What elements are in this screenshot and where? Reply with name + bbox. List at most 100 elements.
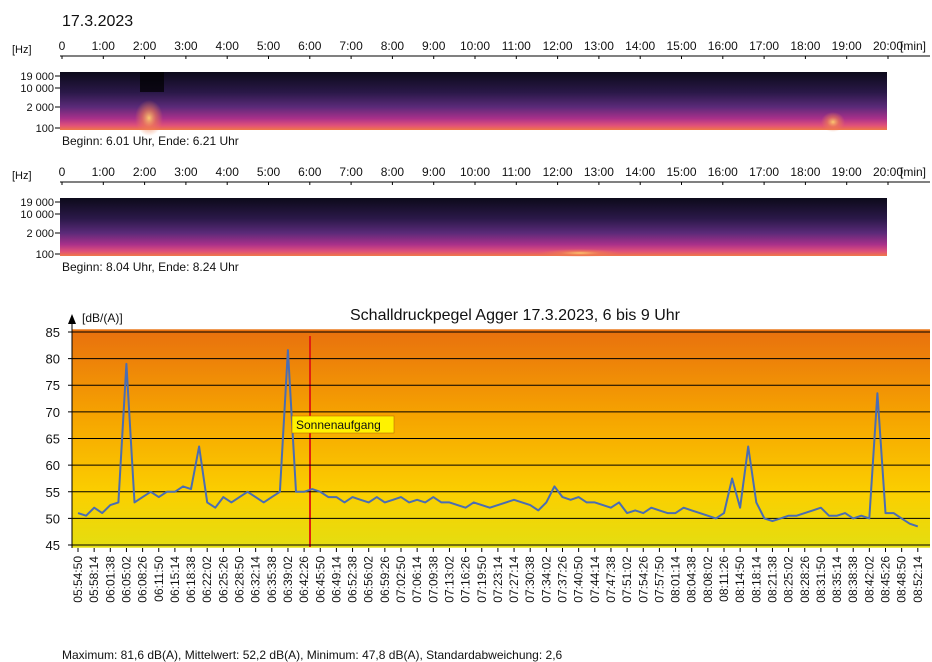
y-tick-label: 45 <box>46 538 60 553</box>
y-tick-label: 2 000 <box>26 228 54 240</box>
x-tick-label: 13:00 <box>584 165 614 179</box>
y-tick-label: 2 000 <box>26 102 54 114</box>
y-tick-label: 75 <box>46 378 60 393</box>
x-tick-label: 06:45:50 <box>313 556 327 603</box>
x-tick-label: 9:00 <box>422 39 446 53</box>
x-tick-label: 07:13:02 <box>442 556 456 603</box>
spectrogram-blob <box>540 249 620 257</box>
caption: Beginn: 8.04 Uhr, Ende: 8.24 Uhr <box>62 260 239 274</box>
x-tick-label: 08:38:38 <box>846 556 860 603</box>
x-tick-label: 08:52:14 <box>911 556 925 603</box>
x-tick-label: 06:32:14 <box>249 556 263 603</box>
x-tick-label: 06:42:26 <box>297 556 311 603</box>
y-tick-label: 10 000 <box>20 83 54 95</box>
y-tick-label: 19 000 <box>20 71 54 83</box>
x-tick-label: 20:00 <box>873 39 903 53</box>
x-tick-label: 13:00 <box>584 39 614 53</box>
x-tick-label: 12:00 <box>543 165 573 179</box>
y-tick-label: 70 <box>46 405 60 420</box>
y-tick-label: 10 000 <box>20 209 54 221</box>
x-tick-label: 08:08:02 <box>701 556 715 603</box>
series-line <box>77 349 919 528</box>
y-tick-label: 85 <box>46 325 60 340</box>
x-tick-label: 06:39:02 <box>281 556 295 603</box>
y-unit: [Hz] <box>12 44 32 56</box>
y-tick-label: 100 <box>36 249 54 261</box>
x-tick-label: 08:42:02 <box>862 556 876 603</box>
x-tick-label: 08:11:26 <box>717 556 731 602</box>
x-tick-label: 4:00 <box>216 39 240 53</box>
x-tick-label: 05:58:14 <box>87 556 101 603</box>
x-tick-label: 06:18:38 <box>184 556 198 603</box>
x-tick-label: 7:00 <box>339 39 363 53</box>
x-tick-label: 07:34:02 <box>539 556 553 603</box>
x-tick-label: 07:27:14 <box>507 556 521 603</box>
x-tick-label: 06:56:02 <box>362 556 376 603</box>
x-tick-label: 16:00 <box>708 165 738 179</box>
x-tick-label: 08:45:26 <box>879 556 893 603</box>
x-tick-label: 0 <box>59 165 66 179</box>
x-tick-label: 08:31:50 <box>814 556 828 603</box>
x-tick-label: 5:00 <box>257 39 281 53</box>
y-tick-label: 60 <box>46 458 60 473</box>
spectrogram-image <box>60 198 887 256</box>
caption: Beginn: 6.01 Uhr, Ende: 6.21 Uhr <box>62 134 239 148</box>
x-tick-label: 3:00 <box>174 165 198 179</box>
y-tick-label: 50 <box>46 511 60 526</box>
x-tick-label: 07:06:14 <box>410 556 424 603</box>
x-tick-label: 0 <box>59 39 66 53</box>
x-tick-label: 08:18:14 <box>749 556 763 603</box>
x-tick-label: 08:25:02 <box>782 556 796 603</box>
x-tick-label: 18:00 <box>790 165 820 179</box>
x-tick-label: 07:19:50 <box>475 556 489 603</box>
x-tick-label: 08:35:14 <box>830 556 844 603</box>
x-tick-label: 05:54:50 <box>71 556 85 603</box>
x-tick-label: 08:48:50 <box>895 556 909 603</box>
x-tick-label: 3:00 <box>174 39 198 53</box>
x-tick-label: 16:00 <box>708 39 738 53</box>
x-tick-label: 06:05:02 <box>119 556 133 603</box>
x-tick-label: 15:00 <box>666 39 696 53</box>
x-tick-label: 11:00 <box>502 165 531 179</box>
x-tick-label: 08:14:50 <box>733 556 747 603</box>
x-tick-label: 07:40:50 <box>572 556 586 603</box>
x-tick-label: 06:11:50 <box>152 556 166 602</box>
x-tick-label: 6:00 <box>298 165 322 179</box>
spectrogram-blob <box>135 100 163 136</box>
x-tick-label: 17:00 <box>749 39 779 53</box>
x-tick-label: 8:00 <box>381 165 405 179</box>
spectrogram-blob <box>821 112 845 132</box>
x-tick-label: 14:00 <box>625 165 655 179</box>
x-tick-label: 06:59:26 <box>378 556 392 603</box>
date-title: 17.3.2023 <box>62 13 133 30</box>
y-axis-label: [dB/(A)] <box>82 311 123 325</box>
chart-title: Schalldruckpegel Agger 17.3.2023, 6 bis … <box>350 307 681 324</box>
x-tick-label: 06:15:14 <box>168 556 182 603</box>
x-tick-label: 08:21:38 <box>765 556 779 603</box>
x-tick-label: 06:25:26 <box>216 556 230 603</box>
x-tick-label: 06:52:38 <box>346 556 360 603</box>
y-tick-label: 100 <box>36 123 54 135</box>
x-tick-label: 06:22:02 <box>200 556 214 603</box>
y-unit: [Hz] <box>12 170 32 182</box>
x-tick-label: 06:08:26 <box>136 556 150 603</box>
x-tick-label: 2:00 <box>133 165 157 179</box>
footer: Maximum: 81,6 dB(A), Mittelwert: 52,2 dB… <box>62 648 563 662</box>
x-tick-label: 8:00 <box>381 39 405 53</box>
x-tick-label: 10:00 <box>460 165 490 179</box>
annotation-box <box>291 415 395 434</box>
x-tick-label: 07:23:14 <box>491 556 505 603</box>
x-tick-label: 07:37:26 <box>556 556 570 603</box>
x-tick-label: 07:47:38 <box>604 556 618 603</box>
y-tick-label: 80 <box>46 352 60 367</box>
x-unit: [min] <box>900 39 926 53</box>
x-tick-label: 07:16:26 <box>459 556 473 603</box>
x-tick-label: 1:00 <box>92 39 116 53</box>
x-tick-label: 6:00 <box>298 39 322 53</box>
x-tick-label: 07:30:38 <box>523 556 537 603</box>
y-tick-label: 55 <box>46 485 60 500</box>
x-tick-label: 08:01:14 <box>669 556 683 603</box>
x-unit: [min] <box>900 165 926 179</box>
x-tick-label: 1:00 <box>92 165 116 179</box>
